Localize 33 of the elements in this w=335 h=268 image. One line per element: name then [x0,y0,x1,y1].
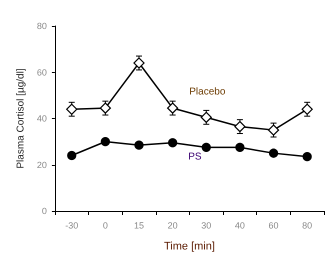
point [168,138,178,148]
x-tick-label: -30 [65,220,78,230]
x-tick-label: 0 [102,220,108,230]
series-label: Placebo [189,86,226,98]
point [234,120,246,132]
x-tick-label: 40 [234,220,245,230]
point [67,150,76,160]
point [268,148,278,158]
point [235,142,245,152]
x-tick-label: 30 [201,220,212,230]
point [100,137,110,146]
point [134,140,144,150]
y-axis-title: Plasma Cortisol [µg/dl] [16,68,26,169]
x-tick-label: 60 [268,220,279,230]
y-tick-label: 60 [36,67,47,78]
x-tick-label: 15 [134,220,144,230]
series-label: PS [188,151,202,162]
x-axis-title: Time [min] [164,240,215,252]
y-tick-label: 40 [36,114,47,124]
point [167,102,178,114]
point [302,152,312,162]
point [133,57,145,69]
x-tick-label: 20 [168,220,178,230]
point [268,124,280,136]
y-tick-label: 80 [36,21,47,31]
y-tick-label: 20 [36,160,47,170]
point [302,104,313,115]
point [100,102,111,114]
point [66,104,78,115]
point [202,142,211,152]
y-tick-label: 0 [42,206,47,216]
x-tick-label: 80 [302,220,312,230]
point [200,112,212,123]
